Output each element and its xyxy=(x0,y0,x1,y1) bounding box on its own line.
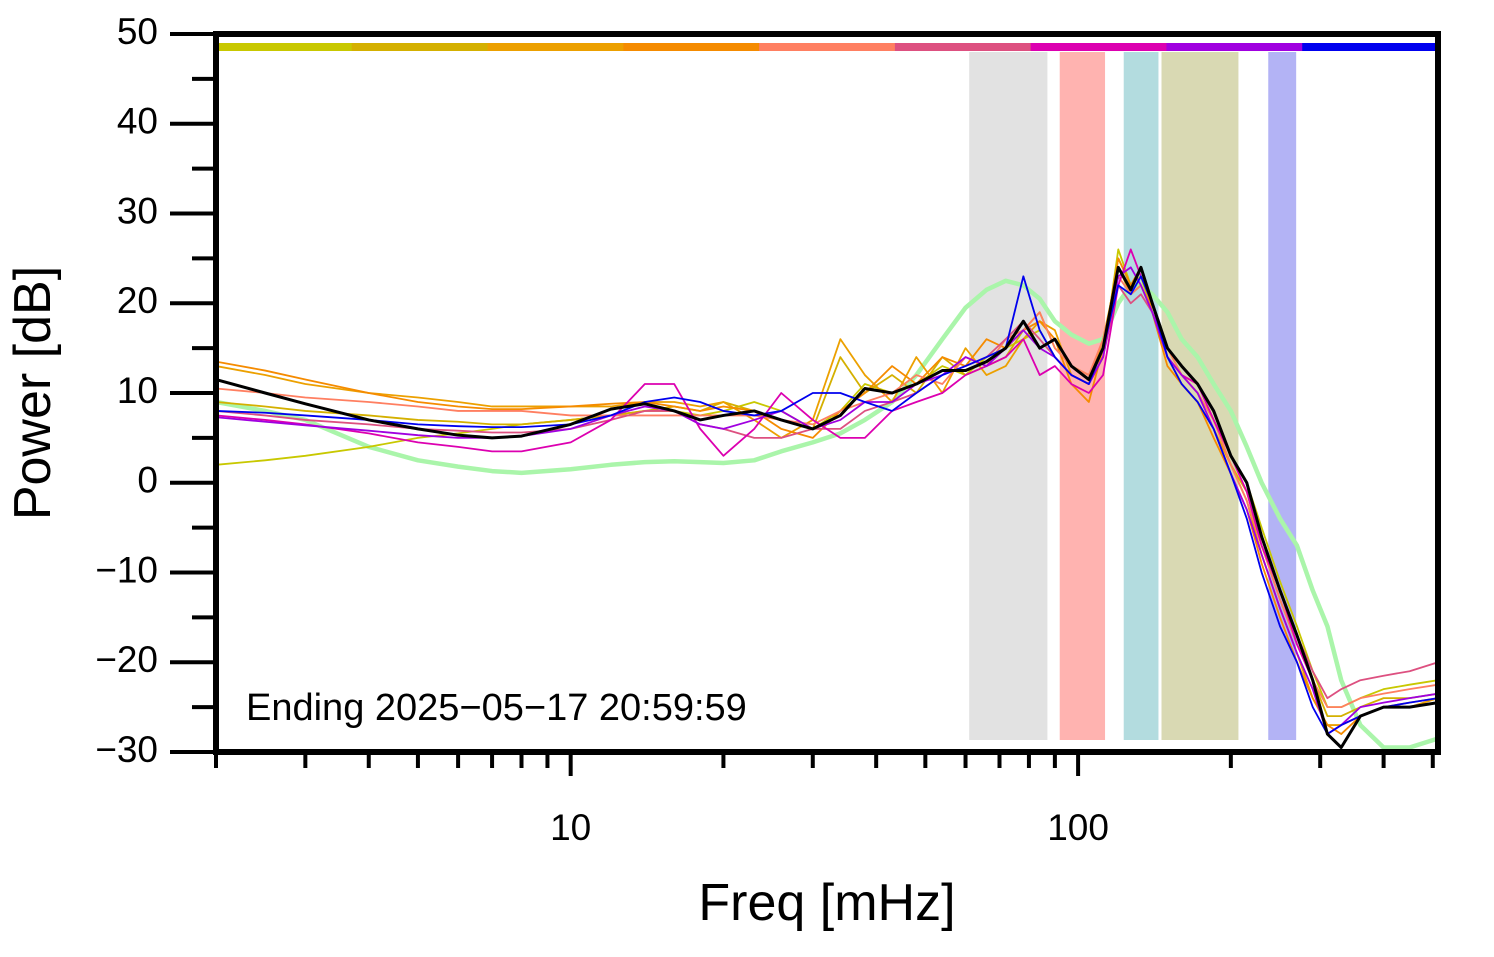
y-tick-label: 50 xyxy=(117,11,158,52)
strip-segment xyxy=(623,43,760,51)
y-tick-label: −20 xyxy=(95,639,158,680)
x-tick-label: 10 xyxy=(550,807,591,848)
x-tick-label: 100 xyxy=(1047,807,1109,848)
y-tick-label: 0 xyxy=(137,460,158,501)
y-tick-label: −10 xyxy=(95,549,158,590)
shaded-band xyxy=(1123,52,1159,740)
annotation: Ending 2025−05−17 20:59:59 xyxy=(246,687,747,729)
series-line xyxy=(216,248,1438,735)
strip-segment xyxy=(487,43,624,51)
strip-segment xyxy=(1302,43,1439,51)
shaded-band xyxy=(969,52,1048,740)
strip-segment xyxy=(759,43,896,51)
series-line xyxy=(216,284,1438,700)
strip-segment xyxy=(1166,43,1303,51)
series-line xyxy=(216,257,1438,717)
y-tick-label: −30 xyxy=(95,729,158,770)
series-line xyxy=(216,275,1438,735)
y-tick-label: 10 xyxy=(117,370,158,411)
y-tick-label: 30 xyxy=(117,190,158,231)
y-tick-label: 40 xyxy=(117,101,158,142)
y-tick-label: 20 xyxy=(117,280,158,321)
series-line xyxy=(216,275,1438,709)
x-axis-title: Freq [mHz] xyxy=(698,874,955,932)
strip-segment xyxy=(216,43,353,51)
series-line xyxy=(216,266,1438,735)
reference-line xyxy=(216,278,1438,750)
axes: −30 −20 −10 0 10 20 30 40 50 10 100 xyxy=(95,11,1435,848)
color-strip xyxy=(216,43,1439,51)
series-line xyxy=(216,266,1438,726)
strip-segment xyxy=(1030,43,1167,51)
strip-segment xyxy=(894,43,1032,51)
lines xyxy=(216,248,1438,750)
series-line xyxy=(216,257,1438,735)
y-axis-title: Power [dB] xyxy=(4,266,62,520)
shaded-band xyxy=(1268,52,1297,740)
mean-line xyxy=(216,265,1438,750)
plot-frame xyxy=(213,31,1441,755)
bands xyxy=(969,52,1297,740)
strip-segment xyxy=(351,43,489,51)
series-line xyxy=(216,248,1438,709)
